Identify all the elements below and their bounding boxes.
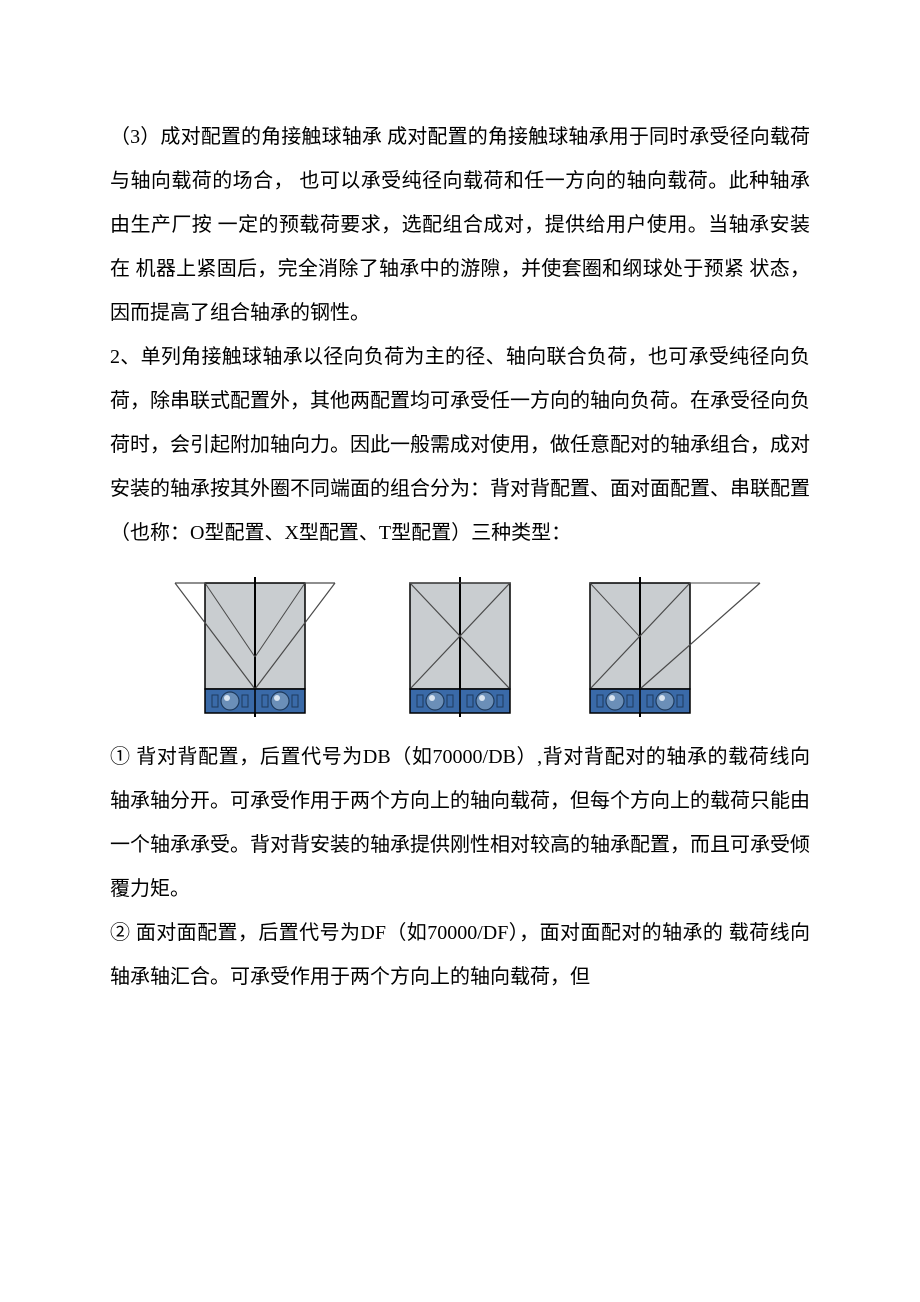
diagram-df-svg: [375, 577, 545, 717]
diagram-dt-svg: [580, 577, 770, 717]
paragraph-3: （3）成对配置的角接触球轴承 成对配置的角接触球轴承用于同时承受径向载荷与轴向载…: [110, 115, 810, 335]
document-page: （3）成对配置的角接触球轴承 成对配置的角接触球轴承用于同时承受径向载荷与轴向载…: [0, 0, 920, 1302]
diagram-df: [375, 577, 545, 717]
bearing-diagrams-row: [170, 577, 770, 717]
diagram-db: [170, 577, 340, 717]
paragraph-section2: 2、单列角接触球轴承以径向负荷为主的径、轴向联合负荷，也可承受纯径向负荷，除串联…: [110, 335, 810, 555]
paragraph-item2: ② 面对面配置，后置代号为DF（如70000/DF），面对面配对的轴承的 载荷线…: [110, 911, 810, 999]
diagram-dt: [580, 577, 770, 717]
paragraph-item1: ① 背对背配置，后置代号为DB（如70000/DB）,背对背配对的轴承的载荷线向…: [110, 735, 810, 911]
diagram-db-svg: [170, 577, 340, 717]
